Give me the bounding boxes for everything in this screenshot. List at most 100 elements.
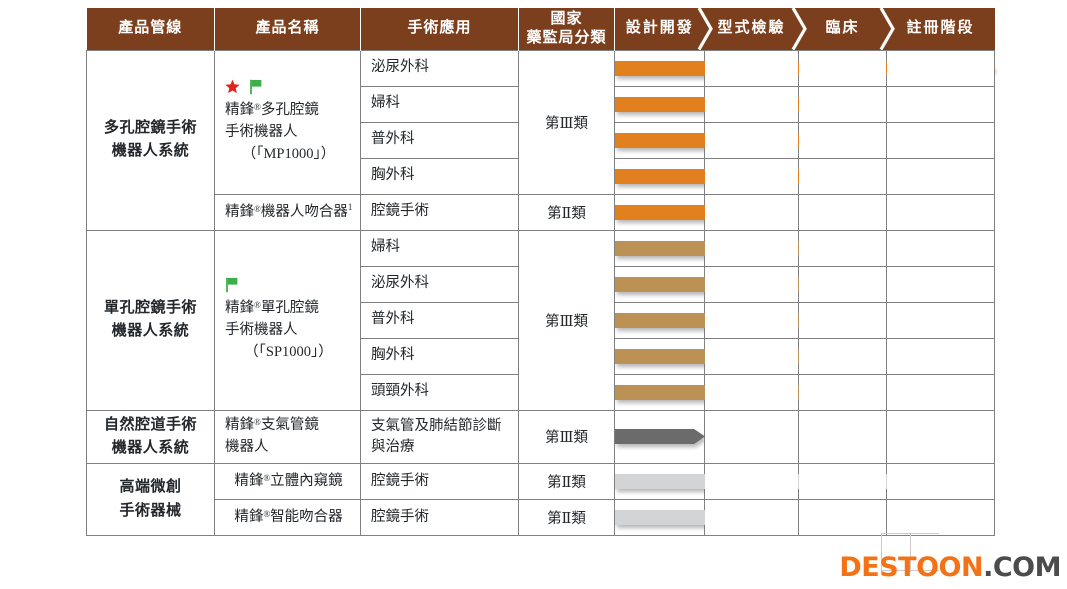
pipeline-name-line2: 手術器械: [119, 502, 182, 519]
stage-cell-註冊階段[interactable]: [886, 49, 995, 87]
stage-cell-臨床[interactable]: [798, 265, 887, 303]
stage-cell-設計開發[interactable]: [614, 121, 874, 159]
stage-cell-型式檢驗[interactable]: [704, 463, 799, 500]
product-name-line: 精鋒®立體內窺鏡: [234, 472, 343, 489]
stage-cell-設計開發[interactable]: [614, 49, 995, 87]
stage-cell-型式檢驗[interactable]: [704, 49, 799, 87]
stage-cell-型式檢驗[interactable]: [704, 193, 799, 231]
stage-cell-臨床[interactable]: [798, 301, 887, 339]
application-cell: 泌尿外科: [360, 265, 519, 303]
stage-cell-臨床[interactable]: [798, 85, 887, 123]
header-stage-registration: 註冊階段: [879, 8, 995, 50]
stage-cell-註冊階段[interactable]: [886, 157, 995, 195]
watermark: DESTOON.COM: [839, 554, 1061, 581]
pipeline-name-cell: 自然腔道手術 機器人系統: [86, 409, 215, 464]
product-name-text: 精鋒®智能吻合器: [225, 507, 352, 529]
product-name-cell: 精鋒®智能吻合器: [214, 499, 361, 536]
table-row: 自然腔道手術 機器人系統 精鋒®支氣管鏡 機器人 支氣管及肺結節診斷 與治療 第Ⅲ類: [86, 409, 995, 464]
stage-cell-註冊階段[interactable]: [886, 463, 995, 500]
stage-cell-臨床[interactable]: [798, 121, 887, 159]
stage-cell-設計開發[interactable]: [614, 301, 874, 339]
table-row: 頭頸外科: [87, 373, 995, 411]
table-row: 胸外科: [87, 157, 995, 195]
stage-cell-臨床[interactable]: [798, 373, 887, 411]
application-cell: 普外科: [360, 121, 519, 159]
product-name-line: 精鋒®單孔腔鏡: [225, 300, 319, 317]
stage-cell-註冊階段[interactable]: [886, 337, 995, 375]
stage-cell-型式檢驗[interactable]: [704, 85, 799, 123]
flag-icon: [249, 79, 264, 100]
stage-cell-臨床[interactable]: [798, 499, 887, 536]
stage-cell-型式檢驗[interactable]: [704, 499, 799, 536]
product-name-inner: 精鋒®單孔腔鏡 手術機器人 （「SP1000」）: [225, 277, 352, 364]
stage-cell-設計開發[interactable]: [614, 463, 952, 500]
product-name-cell: 精鋒®立體內窺鏡: [214, 463, 361, 500]
stage-cell-註冊階段[interactable]: [886, 85, 995, 123]
stage-cell-設計開發[interactable]: [614, 157, 874, 195]
header-product-pipeline: 產品管線: [86, 8, 215, 50]
stage-cell-臨床[interactable]: [798, 463, 887, 500]
stage-cell-型式檢驗[interactable]: [704, 373, 799, 411]
pipeline-name-line2: 機器人系統: [111, 323, 190, 339]
stage-cell-註冊階段[interactable]: [886, 121, 995, 159]
stage-cell-設計開發[interactable]: [614, 265, 874, 303]
product-name-line: 機器人: [225, 438, 269, 455]
stage-cell-型式檢驗[interactable]: [704, 229, 799, 267]
table-header: 產品管線 產品名稱 手術應用 國家 藥監局分類 設計開發 型式檢驗: [86, 8, 995, 50]
stage-cell-註冊階段[interactable]: [886, 409, 995, 464]
product-name-cell: 精鋒®單孔腔鏡 手術機器人 （「SP1000」）: [214, 229, 361, 411]
progress-arrow-dark: [615, 429, 705, 445]
stage-cell-臨床[interactable]: [798, 229, 887, 267]
stage-cell-設計開發[interactable]: [614, 229, 886, 267]
header-row: 產品管線 產品名稱 手術應用 國家 藥監局分類 設計開發 型式檢驗: [86, 8, 995, 50]
stage-cell-臨床[interactable]: [798, 193, 887, 231]
product-name-line: （「SP1000」）: [244, 343, 333, 360]
stage-cell-型式檢驗[interactable]: [704, 301, 799, 339]
stage-cell-設計開發[interactable]: [614, 499, 771, 536]
stage-cell-臨床[interactable]: [798, 157, 887, 195]
application-cell: 普外科: [360, 301, 519, 339]
stage-cell-臨床[interactable]: [798, 337, 887, 375]
application-cell: 腔鏡手術: [360, 463, 519, 500]
stage-cell-註冊階段[interactable]: [886, 499, 995, 536]
classification-cell: 第Ⅱ類: [518, 499, 615, 536]
stage-cell-型式檢驗[interactable]: [704, 409, 799, 464]
stage-cell-型式檢驗[interactable]: [704, 121, 799, 159]
stage-cell-型式檢驗[interactable]: [704, 157, 799, 195]
stage-cell-設計開發[interactable]: [614, 337, 874, 375]
application-cell: 婦科: [360, 229, 519, 267]
classification-cell: 第Ⅲ類: [518, 409, 615, 464]
product-name-inner: 精鋒®機器人吻合器1: [225, 201, 352, 224]
watermark-brand: DESTOON: [839, 552, 984, 583]
table-row: 婦科: [87, 85, 995, 123]
table-row: 普外科: [87, 301, 995, 339]
stage-cell-臨床[interactable]: [798, 49, 887, 87]
stage-cell-註冊階段[interactable]: [886, 193, 995, 231]
stage-cell-註冊階段[interactable]: [886, 373, 995, 411]
stage-cell-型式檢驗[interactable]: [704, 265, 799, 303]
star-icon: [225, 79, 240, 99]
stage-cell-註冊階段[interactable]: [886, 265, 995, 303]
product-name-cell: 精鋒®多孔腔鏡 手術機器人 （「MP1000」）: [214, 49, 361, 195]
pipeline-name-line2: 機器人系統: [111, 439, 190, 456]
header-stage-registration-label: 註冊階段: [906, 20, 975, 37]
stage-cell-設計開發[interactable]: [614, 85, 886, 123]
header-surgical-application: 手術應用: [360, 8, 519, 50]
pipeline-name-line1: 單孔腔鏡手術: [103, 299, 197, 316]
application-cell: 胸外科: [360, 157, 519, 195]
stage-cell-型式檢驗[interactable]: [704, 337, 799, 375]
application-line: 支氣管及肺結節診斷: [371, 417, 502, 434]
stage-cell-臨床[interactable]: [798, 409, 887, 464]
watermark-tld: .COM: [983, 552, 1061, 583]
stage-cell-設計開發[interactable]: [614, 193, 798, 231]
stage-cell-註冊階段[interactable]: [886, 301, 995, 339]
stage-cell-註冊階段[interactable]: [886, 229, 995, 267]
stage-cell-設計開發[interactable]: [614, 409, 705, 464]
pipeline-name-line2: 機器人系統: [111, 143, 190, 159]
application-cell: 支氣管及肺結節診斷 與治療: [360, 409, 519, 464]
product-name-line: 精鋒®智能吻合器: [234, 508, 343, 525]
classification-cell: 第Ⅱ類: [518, 193, 615, 231]
header-nmpa-line2: 藥監局分類: [526, 29, 607, 46]
stage-cell-設計開發[interactable]: [614, 373, 874, 411]
